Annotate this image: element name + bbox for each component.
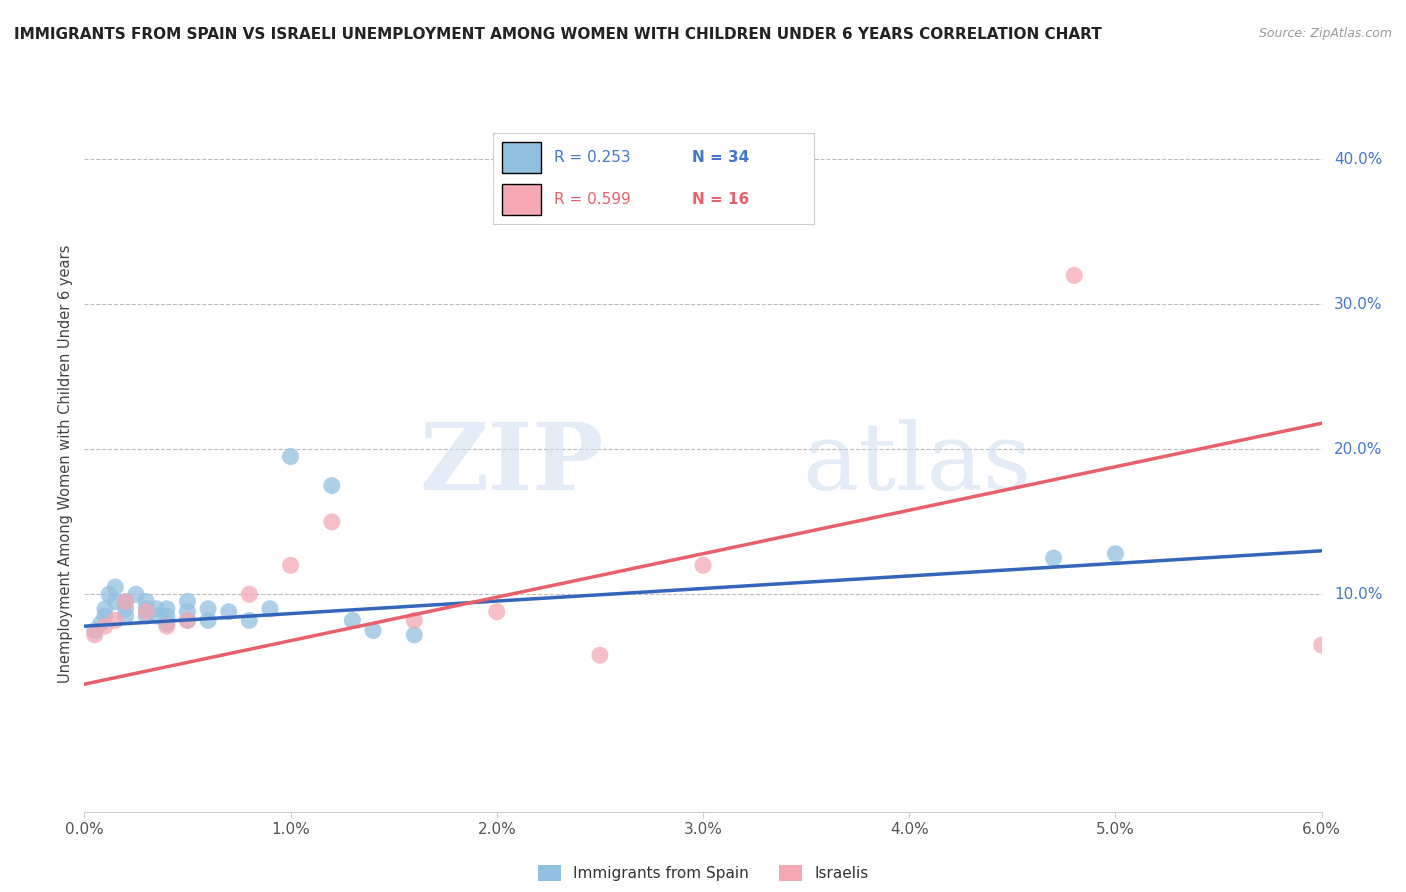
Point (114, 602, 136, 616)
Legend: Immigrants from Spain, Israelis: Immigrants from Spain, Israelis (531, 859, 875, 888)
Point (135, 609, 157, 624)
Point (83, 628, 105, 642)
Point (1310, 638, 1333, 652)
Text: 40.0%: 40.0% (1334, 152, 1382, 167)
Y-axis label: Unemployment Among Women with Children Under 6 years: Unemployment Among Women with Children U… (58, 244, 73, 683)
Point (238, 587, 260, 601)
Point (321, 478, 343, 492)
Point (197, 602, 219, 616)
Point (104, 594, 127, 608)
Point (342, 614, 364, 628)
Point (145, 609, 167, 624)
Point (83, 624, 105, 638)
Point (135, 605, 157, 619)
Point (259, 602, 281, 616)
Point (321, 515, 343, 529)
Text: Source: ZipAtlas.com: Source: ZipAtlas.com (1258, 27, 1392, 40)
Point (114, 594, 136, 608)
Point (156, 616, 179, 631)
Point (104, 580, 127, 594)
Point (176, 594, 198, 608)
Point (145, 602, 167, 616)
Point (156, 619, 179, 633)
Text: 20.0%: 20.0% (1334, 442, 1382, 457)
Point (98, 587, 121, 601)
Text: IMMIGRANTS FROM SPAIN VS ISRAELI UNEMPLOYMENT AMONG WOMEN WITH CHILDREN UNDER 6 : IMMIGRANTS FROM SPAIN VS ISRAELI UNEMPLO… (14, 27, 1102, 42)
Point (1042, 551, 1064, 566)
Point (135, 602, 157, 616)
Point (90, 616, 112, 631)
Point (280, 450, 302, 464)
Point (280, 558, 302, 573)
Point (176, 614, 198, 628)
Point (94, 619, 117, 633)
Point (94, 602, 117, 616)
Point (156, 609, 179, 624)
Point (125, 587, 148, 601)
Text: 30.0%: 30.0% (1334, 297, 1382, 312)
Point (114, 609, 136, 624)
Text: atlas: atlas (801, 419, 1031, 508)
Point (218, 605, 240, 619)
Point (176, 605, 198, 619)
Point (1063, 268, 1085, 283)
Point (485, 605, 508, 619)
Point (176, 614, 198, 628)
Point (94, 609, 117, 624)
Point (692, 558, 714, 573)
Text: ZIP: ZIP (420, 419, 605, 508)
Point (104, 614, 127, 628)
Point (135, 594, 157, 608)
Point (404, 614, 426, 628)
Point (1104, 547, 1126, 561)
Point (589, 648, 612, 662)
Point (197, 614, 219, 628)
Text: 10.0%: 10.0% (1334, 587, 1382, 602)
Point (156, 602, 179, 616)
Point (361, 624, 384, 638)
Point (404, 628, 426, 642)
Point (114, 594, 136, 608)
Point (238, 614, 260, 628)
